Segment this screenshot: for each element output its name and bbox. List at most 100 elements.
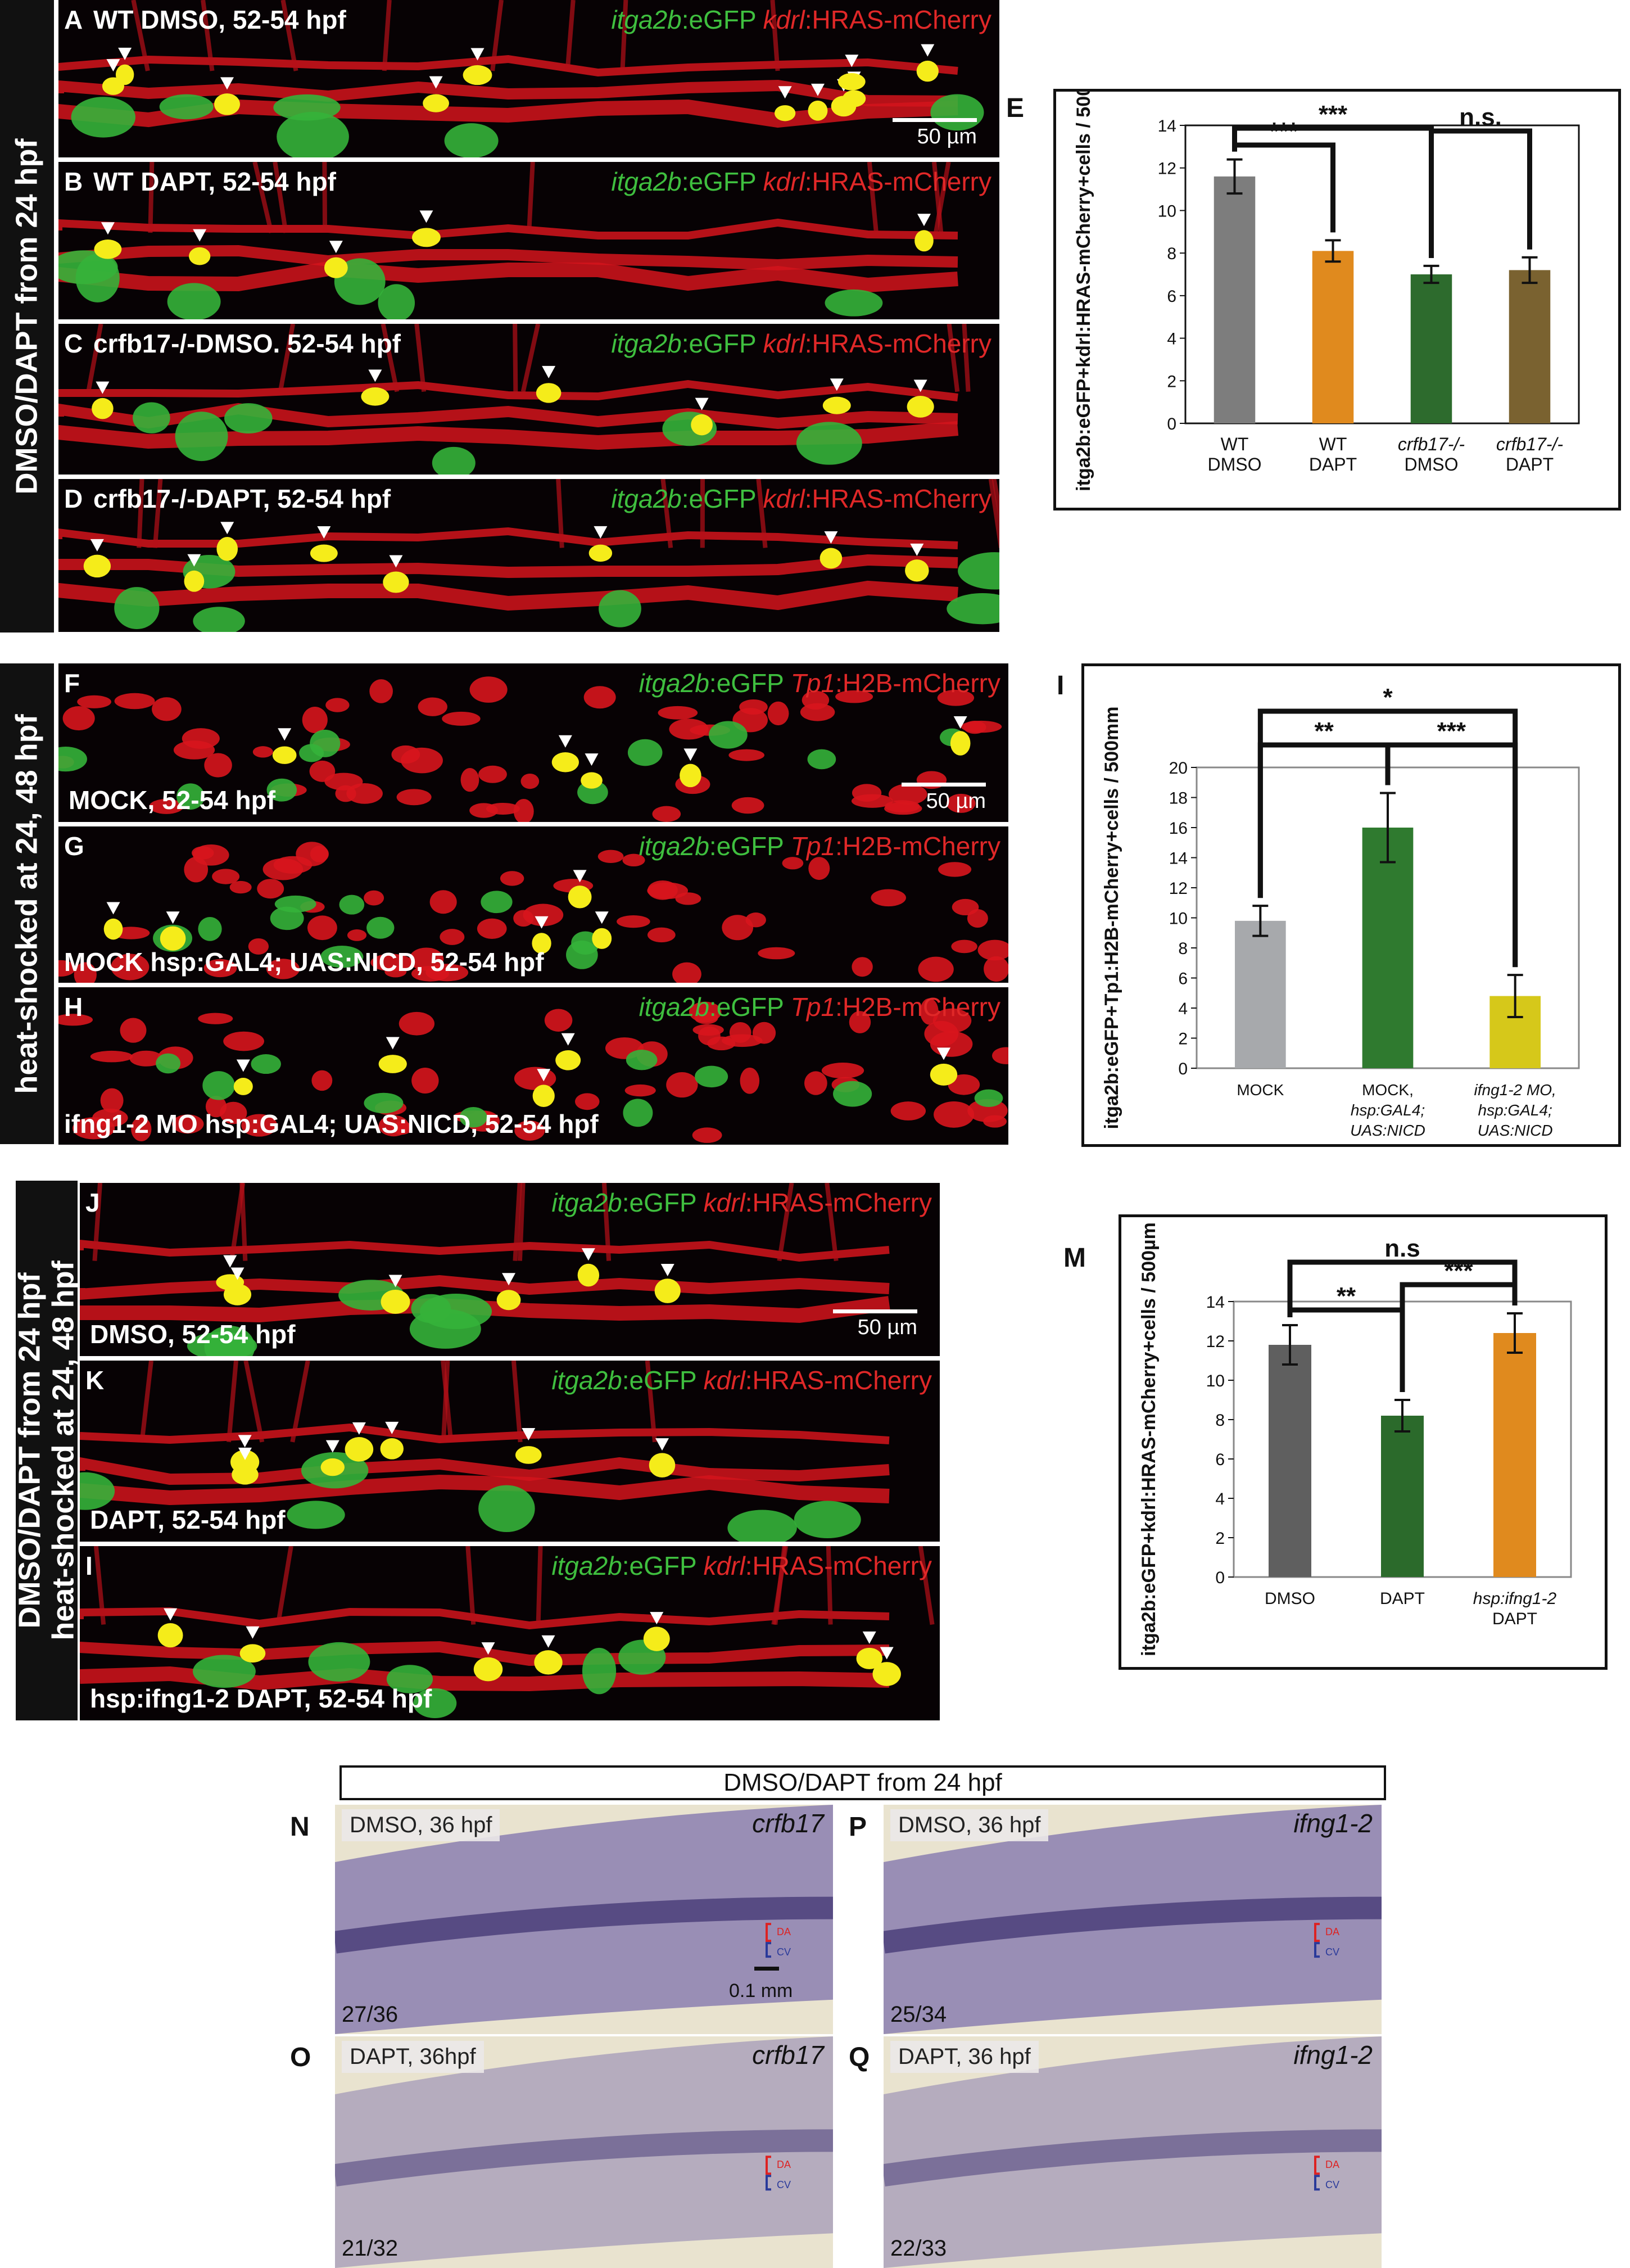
- panel-letter: I: [85, 1551, 93, 1580]
- ish-embryo-count: 27/36: [342, 2002, 399, 2027]
- double-positive-cell: [822, 396, 851, 414]
- nucleus: [617, 915, 650, 928]
- double-positive-cell: [551, 752, 579, 772]
- x-tick-label: MOCK: [1237, 1081, 1284, 1099]
- intersegmental-vessel: [280, 0, 298, 71]
- micrograph-panel-g: G MOCK hsp:GAL4; UAS:NICD, 52-54 hpf itga2…: [58, 826, 1008, 983]
- intersegmental-vessel: [825, 1183, 839, 1262]
- intersegmental-vessel: [660, 479, 673, 548]
- nucleus: [310, 846, 329, 862]
- scale-bar: [833, 1309, 917, 1313]
- bar-1: [1312, 251, 1354, 423]
- vessel-staining: [884, 1896, 1382, 1954]
- nucleus: [728, 749, 765, 761]
- intersegmental-vessel: [273, 162, 288, 233]
- double-positive-cell: [905, 559, 929, 582]
- da-label: DA: [777, 1926, 791, 1937]
- double-positive-cell: [930, 1063, 958, 1086]
- double-positive-cell: [272, 746, 297, 764]
- panel-letter-o: O: [290, 2043, 311, 2072]
- ish-header: DMSO/DAPT from 24 hpf: [339, 1765, 1386, 1800]
- gfp-cell: [409, 1309, 481, 1349]
- gfp-cell: [339, 894, 365, 915]
- panel-letter: H: [64, 992, 83, 1022]
- channel-label-part: :eGFP: [622, 1188, 704, 1217]
- micrograph-image: [58, 676, 1002, 822]
- arrowhead-marker: [585, 753, 599, 766]
- intersegmental-vessel: [962, 324, 971, 392]
- double-positive-cell: [577, 1263, 600, 1287]
- channel-label-part: :HRAS-mCherry: [804, 329, 991, 358]
- arrowhead-marker: [683, 748, 698, 761]
- double-positive-cell: [232, 1465, 259, 1485]
- ish-gene-label: ifng1-2: [1293, 1809, 1373, 1838]
- double-positive-cell: [534, 1650, 563, 1675]
- gfp-cell: [727, 1510, 797, 1542]
- intersegmental-vessel: [322, 162, 328, 233]
- arrowhead-marker: [502, 1273, 516, 1286]
- intersegmental-vessel: [991, 479, 999, 522]
- micrograph-panel-b: B WT DAPT, 52-54 hpf itga2b:eGFP kdrl:HRAS…: [58, 162, 999, 319]
- channel-label-part: :eGFP: [709, 832, 791, 861]
- channel-label-part: itga2b: [611, 329, 682, 358]
- scale-bar: [893, 118, 977, 122]
- gfp-cell: [167, 283, 221, 319]
- arrowhead-marker: [581, 1248, 595, 1261]
- nucleus: [821, 1063, 864, 1079]
- gfp-cell: [198, 917, 222, 941]
- vessel-tube: [80, 1607, 890, 1630]
- nucleus: [241, 1114, 278, 1137]
- nucleus: [731, 797, 764, 814]
- double-positive-cell: [184, 570, 205, 592]
- nucleus: [938, 862, 972, 877]
- nucleus: [692, 1127, 722, 1143]
- vessel-tube: [80, 1474, 890, 1506]
- panel-title: MOCK hsp:GAL4; UAS:NICD, 52-54 hpf: [64, 947, 544, 977]
- nucleus: [890, 1101, 926, 1121]
- chart-svg-e: 02468101214WTDMSOWTDAPTcrfb17-/-DMSOcrfb…: [1073, 57, 1580, 491]
- double-positive-cell: [680, 763, 701, 788]
- intersegmental-vessel: [770, 0, 780, 71]
- nucleus: [392, 1121, 412, 1135]
- vessel-tube: [58, 218, 958, 240]
- cv-label: CV: [1325, 1946, 1339, 1958]
- intersegmental-vessel: [86, 324, 103, 392]
- double-positive-cell: [473, 1657, 503, 1682]
- nucleus: [58, 960, 76, 977]
- arrowhead-marker: [824, 531, 838, 544]
- nucleus: [977, 939, 1008, 961]
- double-positive-cell: [649, 1453, 676, 1478]
- gfp-cell: [159, 94, 214, 120]
- channel-label-part: kdrl: [763, 167, 805, 196]
- micrograph-panel-k: K DAPT, 52-54 hpf itga2b:eGFP kdrl:HRAS-mC…: [80, 1361, 940, 1542]
- channel-label-part: :eGFP: [709, 668, 791, 698]
- nucleus: [622, 853, 645, 867]
- y-tick-label: 12: [1169, 879, 1188, 898]
- double-positive-cell: [160, 926, 186, 951]
- nucleus: [198, 1013, 233, 1024]
- double-positive-cell: [345, 1437, 374, 1462]
- y-tick-label: 14: [1206, 1293, 1225, 1312]
- nucleus: [804, 1071, 827, 1095]
- double-positive-cell: [588, 544, 613, 562]
- arrowhead-marker: [573, 870, 587, 883]
- nucleus: [77, 695, 111, 708]
- arrowhead-marker: [537, 1069, 551, 1082]
- y-tick-label: 8: [1178, 939, 1188, 958]
- double-positive-cell: [592, 928, 612, 949]
- arrowhead-marker: [650, 1612, 664, 1625]
- gfp-cell: [266, 778, 297, 802]
- nucleus: [888, 784, 927, 805]
- side-label-dmso-dapt-heat-shock: DMSO/DAPT from 24 hpf heat-shocked at 24,…: [13, 1181, 80, 1720]
- nucleus: [193, 844, 229, 866]
- gfp-cell: [176, 783, 205, 810]
- arrowhead-marker: [317, 526, 331, 539]
- plot-frame: [1184, 124, 1580, 424]
- channel-label: itga2b:eGFP kdrl:HRAS-mCherry: [551, 1365, 932, 1395]
- ish-image: DA CV: [335, 1805, 833, 2034]
- nucleus: [205, 1095, 227, 1118]
- gfp-cell: [599, 590, 641, 627]
- y-tick-label: 0: [1215, 1569, 1225, 1587]
- arrowhead-marker: [778, 86, 792, 99]
- nucleus: [745, 912, 766, 928]
